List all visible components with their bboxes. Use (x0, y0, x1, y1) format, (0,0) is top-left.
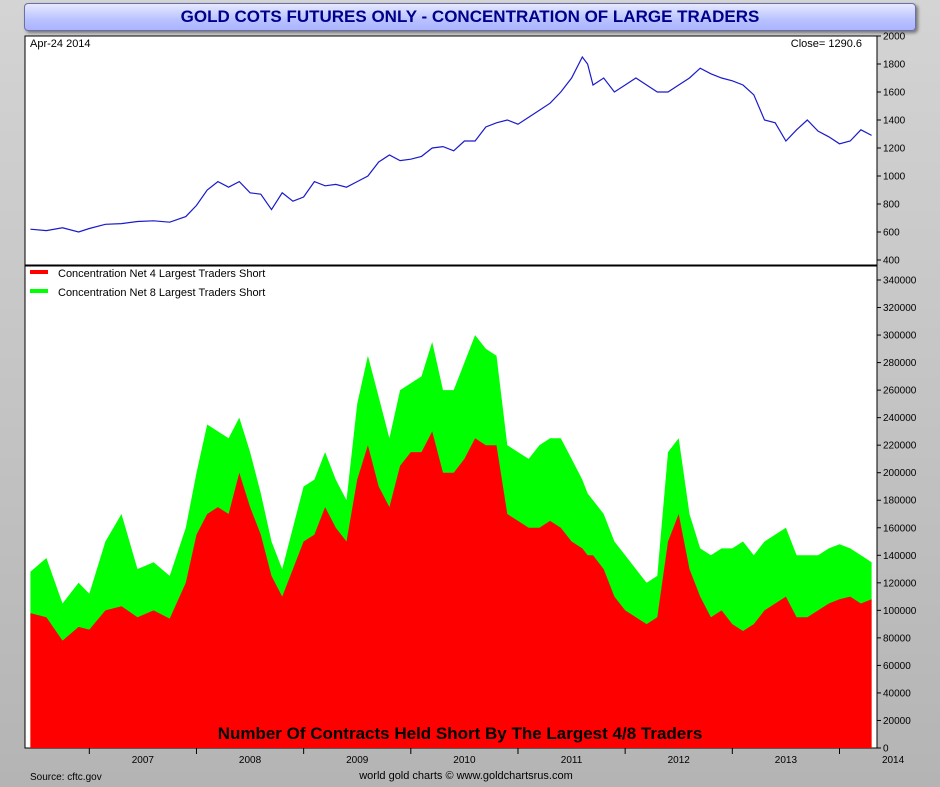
price-tick-label: 1800 (883, 60, 906, 71)
close-label: Close= 1290.6 (791, 38, 862, 50)
x-tick-label: 2014 (882, 755, 905, 766)
contracts-tick-label: 0 (883, 744, 889, 755)
chart-title: GOLD COTS FUTURES ONLY - CONCENTRATION O… (24, 3, 916, 31)
contracts-plot (30, 335, 872, 748)
price-tick-label: 1400 (883, 116, 906, 127)
contracts-tick-label: 180000 (883, 496, 917, 507)
x-tick-label: 2010 (453, 755, 476, 766)
x-axis: 2007 2008 2009 2010 2011 2012 2013 2014 (88, 748, 905, 766)
price-y-axis: 2000 1800 1600 1400 1200 1000 800 600 400 (877, 32, 906, 267)
price-tick-label: 800 (883, 200, 900, 211)
contracts-tick-label: 160000 (883, 523, 917, 534)
contracts-tick-label: 120000 (883, 578, 917, 589)
contracts-tick-label: 260000 (883, 386, 917, 397)
contracts-tick-label: 40000 (883, 688, 911, 699)
price-panel (24, 35, 878, 266)
contracts-tick-label: 220000 (883, 441, 917, 452)
price-tick-label: 400 (883, 256, 900, 267)
x-tick-label: 2012 (668, 755, 691, 766)
price-tick-label: 2000 (883, 32, 906, 43)
legend-net4-swatch (30, 270, 48, 274)
price-plot (30, 55, 872, 233)
contracts-tick-label: 140000 (883, 551, 917, 562)
contracts-tick-label: 80000 (883, 633, 911, 644)
date-label: Apr-24 2014 (30, 38, 91, 50)
gold-price-line (30, 55, 872, 233)
contracts-tick-label: 200000 (883, 468, 917, 479)
legend-net8-swatch (30, 289, 48, 293)
price-tick-label: 1200 (883, 144, 906, 155)
contracts-tick-label: 280000 (883, 358, 917, 369)
contracts-tick-label: 240000 (883, 413, 917, 424)
x-tick-label: 2009 (346, 755, 369, 766)
x-tick-label: 2011 (561, 755, 583, 766)
contracts-tick-label: 320000 (883, 303, 917, 314)
price-tick-label: 600 (883, 228, 900, 239)
contracts-tick-label: 340000 (883, 276, 917, 287)
credit-note: world gold charts © www.goldchartsrus.co… (358, 770, 573, 782)
price-tick-label: 1000 (883, 172, 906, 183)
legend-net8-label: Concentration Net 8 Largest Traders Shor… (58, 287, 265, 299)
contracts-tick-label: 20000 (883, 716, 911, 727)
net4-area-series (30, 431, 872, 748)
legend-net4-label: Concentration Net 4 Largest Traders Shor… (58, 268, 265, 280)
source-note: Source: cftc.gov (30, 772, 102, 783)
x-tick-label: 2007 (132, 755, 155, 766)
contracts-tick-label: 100000 (883, 606, 917, 617)
contracts-tick-label: 60000 (883, 661, 911, 672)
x-tick-label: 2008 (239, 755, 262, 766)
x-tick-label: 2013 (775, 755, 798, 766)
contracts-tick-label: 300000 (883, 331, 917, 342)
bottom-caption: Number Of Contracts Held Short By The La… (218, 724, 703, 743)
contracts-y-axis: 340000 320000 300000 280000 260000 240000 2200… (877, 276, 917, 755)
price-tick-label: 1600 (883, 88, 906, 99)
